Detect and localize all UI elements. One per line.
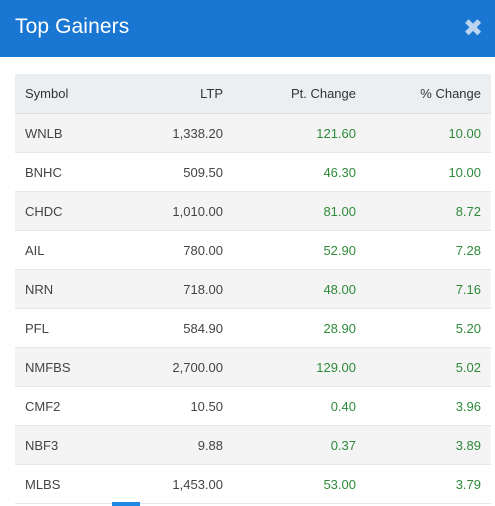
cell-symbol: BNHC: [15, 152, 120, 192]
top-gainers-table: Symbol LTP Pt. Change % Change WNLB 1,338…: [15, 74, 491, 504]
cell-pct-change: 7.28: [356, 230, 491, 270]
cell-pt-change: 28.90: [223, 308, 356, 348]
cell-ltp: 9.88: [120, 425, 223, 465]
cell-pt-change: 46.30: [223, 152, 356, 192]
table-row[interactable]: NMFBS 2,700.00 129.00 5.02: [15, 347, 491, 387]
table-row[interactable]: MLBS 1,453.00 53.00 3.79: [15, 464, 491, 504]
cell-symbol: AIL: [15, 230, 120, 270]
cell-ltp: 718.00: [120, 269, 223, 309]
cell-symbol: PFL: [15, 308, 120, 348]
cell-symbol: NRN: [15, 269, 120, 309]
cell-symbol: MLBS: [15, 464, 120, 504]
cell-pct-change: 5.02: [356, 347, 491, 387]
scroll-indicator[interactable]: [112, 502, 140, 506]
table-row[interactable]: NBF3 9.88 0.37 3.89: [15, 425, 491, 465]
close-icon[interactable]: ✖: [463, 14, 484, 42]
column-header-ltp[interactable]: LTP: [120, 74, 223, 114]
dialog-title: Top Gainers: [15, 15, 130, 38]
cell-ltp: 584.90: [120, 308, 223, 348]
cell-symbol: CHDC: [15, 191, 120, 231]
cell-ltp: 1,338.20: [120, 113, 223, 153]
cell-symbol: WNLB: [15, 113, 120, 153]
cell-pct-change: 5.20: [356, 308, 491, 348]
cell-symbol: NMFBS: [15, 347, 120, 387]
cell-pt-change: 48.00: [223, 269, 356, 309]
cell-pct-change: 7.16: [356, 269, 491, 309]
column-header-symbol[interactable]: Symbol: [15, 74, 120, 114]
cell-ltp: 2,700.00: [120, 347, 223, 387]
cell-pct-change: 3.96: [356, 386, 491, 426]
table-row[interactable]: CHDC 1,010.00 81.00 8.72: [15, 191, 491, 231]
cell-ltp: 10.50: [120, 386, 223, 426]
cell-pct-change: 8.72: [356, 191, 491, 231]
cell-pt-change: 0.40: [223, 386, 356, 426]
table-row[interactable]: BNHC 509.50 46.30 10.00: [15, 152, 491, 192]
cell-symbol: CMF2: [15, 386, 120, 426]
cell-pct-change: 10.00: [356, 152, 491, 192]
cell-pt-change: 53.00: [223, 464, 356, 504]
table-header: Symbol LTP Pt. Change % Change: [15, 74, 491, 114]
column-header-pct-change[interactable]: % Change: [356, 74, 491, 114]
cell-pct-change: 3.79: [356, 464, 491, 504]
cell-ltp: 509.50: [120, 152, 223, 192]
cell-pt-change: 81.00: [223, 191, 356, 231]
cell-pt-change: 121.60: [223, 113, 356, 153]
table-body: WNLB 1,338.20 121.60 10.00 BNHC 509.50 46.30 10…: [15, 113, 491, 504]
table-row[interactable]: AIL 780.00 52.90 7.28: [15, 230, 491, 270]
cell-pt-change: 0.37: [223, 425, 356, 465]
top-gainers-table-container: Symbol LTP Pt. Change % Change WNLB 1,338…: [15, 74, 491, 504]
cell-pct-change: 10.00: [356, 113, 491, 153]
dialog-header: Top Gainers ✖: [0, 0, 495, 57]
cell-ltp: 1,453.00: [120, 464, 223, 504]
cell-symbol: NBF3: [15, 425, 120, 465]
table-row[interactable]: WNLB 1,338.20 121.60 10.00: [15, 113, 491, 153]
cell-ltp: 780.00: [120, 230, 223, 270]
table-header-row: Symbol LTP Pt. Change % Change: [15, 74, 491, 114]
table-row[interactable]: PFL 584.90 28.90 5.20: [15, 308, 491, 348]
cell-ltp: 1,010.00: [120, 191, 223, 231]
column-header-pt-change[interactable]: Pt. Change: [223, 74, 356, 114]
table-row[interactable]: CMF2 10.50 0.40 3.96: [15, 386, 491, 426]
table-row[interactable]: NRN 718.00 48.00 7.16: [15, 269, 491, 309]
cell-pt-change: 52.90: [223, 230, 356, 270]
cell-pct-change: 3.89: [356, 425, 491, 465]
cell-pt-change: 129.00: [223, 347, 356, 387]
